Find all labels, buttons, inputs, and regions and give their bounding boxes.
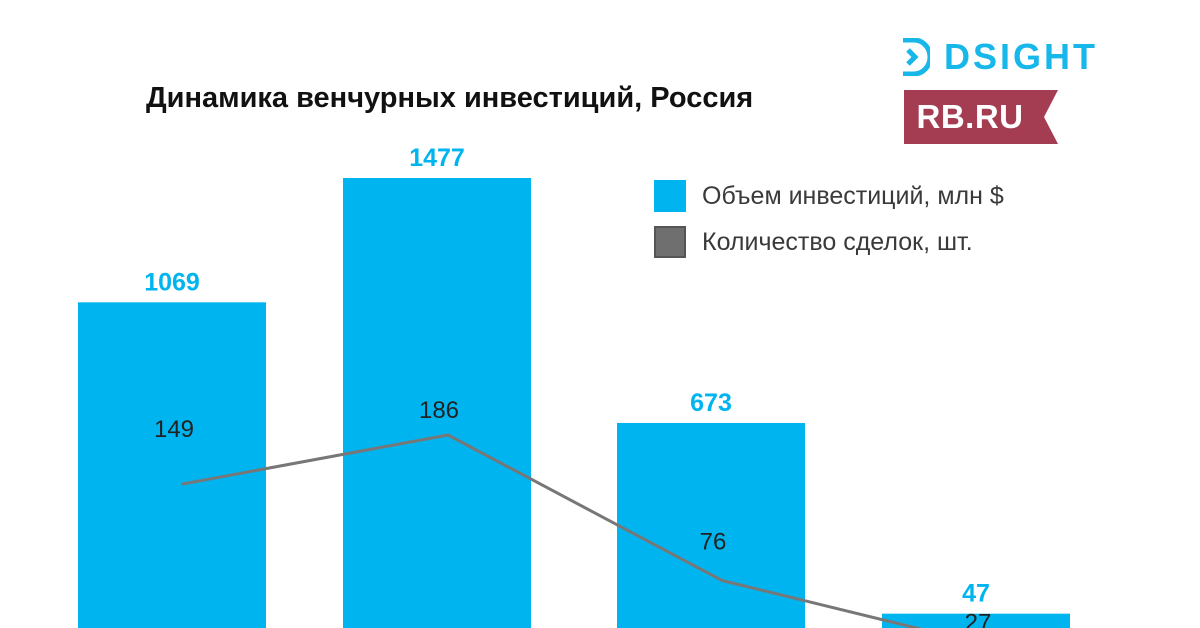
bar-0 <box>78 302 266 628</box>
rb-wordmark: RB.RU <box>916 98 1024 135</box>
deals-point-2 <box>720 578 724 582</box>
deals-point-1 <box>446 433 450 437</box>
bar-2 <box>617 422 805 628</box>
rb-logo: RB.RU <box>904 90 1058 144</box>
legend-item-deals: Количество сделок, шт. <box>654 226 1004 258</box>
bar-1 <box>343 178 531 628</box>
legend-item-volume: Объем инвестиций, млн $ <box>654 180 1004 212</box>
dsight-wordmark: DSIGHT <box>944 36 1099 77</box>
bar-value-label-1: 1477 <box>409 144 465 172</box>
bar-value-label-0: 1069 <box>144 268 200 296</box>
bar-3 <box>882 613 1070 628</box>
legend-label-volume: Объем инвестиций, млн $ <box>702 181 1004 210</box>
legend-label-deals: Количество сделок, шт. <box>702 227 973 256</box>
legend: Объем инвестиций, млн $ Количество сдело… <box>654 180 1004 272</box>
legend-swatch-deals <box>654 226 686 258</box>
deals-value-label-3: 27 <box>965 609 992 628</box>
deals-line <box>182 433 923 628</box>
dsight-mark-icon <box>903 38 930 76</box>
legend-swatch-volume <box>654 180 686 212</box>
dsight-logo: DSIGHT <box>900 36 1098 78</box>
rb-logo-banner <box>904 90 1058 144</box>
chart-title: Динамика венчурных инвестиций, Россия <box>146 82 754 114</box>
deals-point-0 <box>181 482 185 486</box>
deals-value-label-0: 149 <box>154 416 194 443</box>
bar-value-label-3: 47 <box>962 580 990 608</box>
deals-value-label-2: 76 <box>700 528 727 555</box>
deals-value-label-1: 186 <box>419 397 459 424</box>
bar-value-label-2: 673 <box>690 389 732 417</box>
